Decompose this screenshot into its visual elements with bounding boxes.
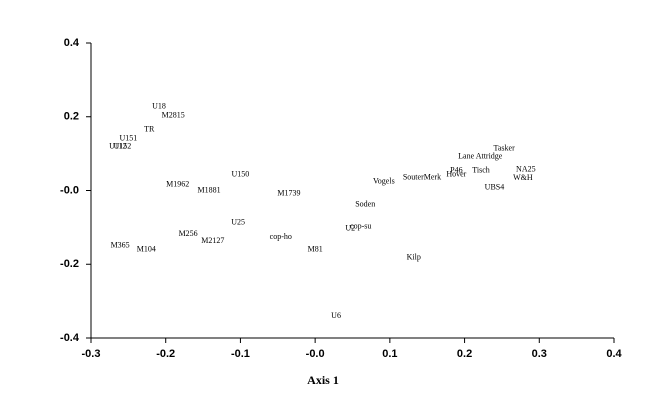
point-label: cop-ho xyxy=(270,232,292,241)
point-label: W&H xyxy=(513,173,533,182)
y-tick-label: -0.0 xyxy=(60,184,79,196)
point-label: U150 xyxy=(232,169,250,178)
point-label: U2 xyxy=(345,223,355,232)
point-label: Lane Attridge xyxy=(458,151,503,160)
y-tick-label: 0.4 xyxy=(64,37,80,49)
point-label: U18 xyxy=(152,101,166,110)
point-label: M1739 xyxy=(277,188,300,197)
x-axis-title: Axis 1 xyxy=(307,373,339,387)
point-label: M256 xyxy=(179,229,198,238)
x-tick-label: 0.2 xyxy=(457,348,472,360)
point-label: Vogels xyxy=(373,176,395,185)
point-label: NA25 xyxy=(516,164,536,173)
x-tick-label: 0.1 xyxy=(382,348,397,360)
point-label: U25 xyxy=(231,217,245,226)
x-tick-label: -0.2 xyxy=(156,348,175,360)
x-tick-label: 0.4 xyxy=(606,348,622,360)
point-label: U152 xyxy=(113,141,131,150)
point-label: U112 xyxy=(109,141,126,150)
y-tick-label: 0.2 xyxy=(64,111,79,123)
x-tick-label: -0.3 xyxy=(82,348,101,360)
y-tick-label: -0.4 xyxy=(60,332,80,344)
point-label: Tisch xyxy=(472,165,490,174)
point-label: M1962 xyxy=(166,179,189,188)
x-tick-label: 0.3 xyxy=(532,348,547,360)
point-label: UBS4 xyxy=(485,182,505,191)
point-label: M1881 xyxy=(197,185,220,194)
point-label: M104 xyxy=(137,244,156,253)
point-label: M365 xyxy=(111,240,130,249)
point-label: U6 xyxy=(331,311,341,320)
point-label: M2815 xyxy=(162,110,185,119)
point-label: Soden xyxy=(355,199,375,208)
point-label: U151 xyxy=(119,133,137,142)
point-label: Hover xyxy=(446,169,466,178)
x-tick-label: -0.1 xyxy=(231,348,250,360)
point-label: SouterMerk xyxy=(403,172,441,181)
point-label: Kilp xyxy=(407,252,421,261)
x-tick-label: -0.0 xyxy=(306,348,325,360)
point-label: cop-su xyxy=(350,221,371,230)
point-label: P46 xyxy=(450,165,462,174)
point-label: TR xyxy=(144,124,155,133)
point-label: M81 xyxy=(308,244,323,253)
point-label: M2127 xyxy=(201,236,224,245)
point-label: Tasker xyxy=(494,143,516,152)
y-tick-label: -0.2 xyxy=(60,258,79,270)
